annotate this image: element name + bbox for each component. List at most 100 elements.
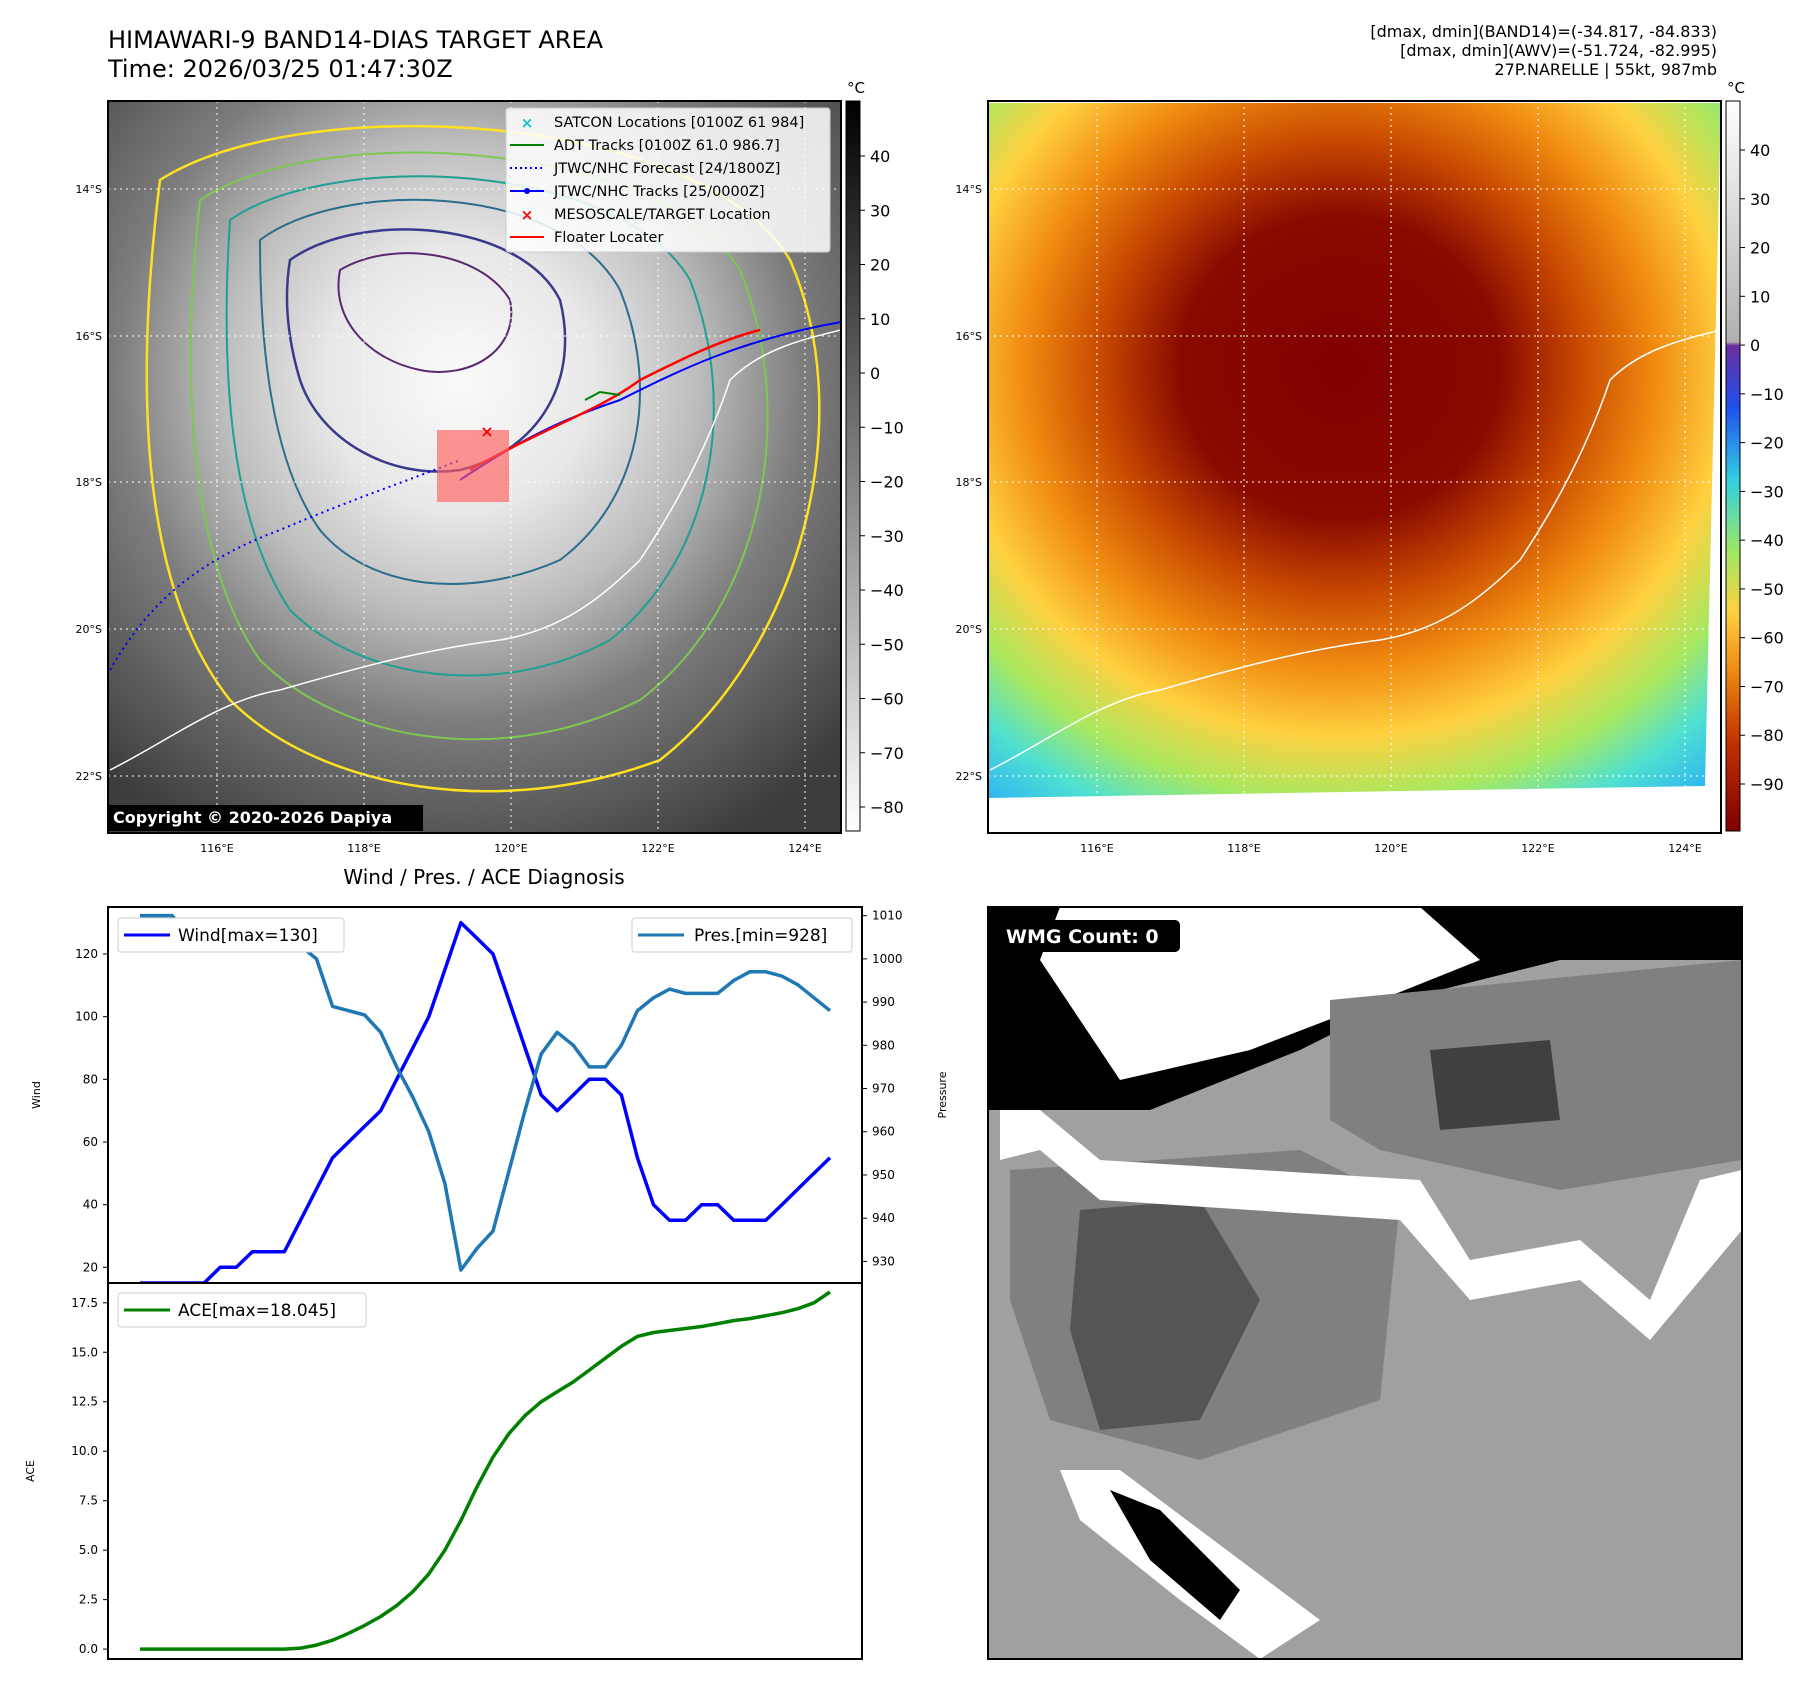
colorbar-tick-label: −80 [1750, 726, 1784, 745]
colorbar-tick-label: −70 [870, 744, 904, 763]
y-tick-right-label: 960 [872, 1125, 895, 1139]
target-area-box [437, 430, 509, 502]
y-tick-right-label: 950 [872, 1168, 895, 1182]
y-tick-right-label: 940 [872, 1211, 895, 1225]
storm-tracks: × [109, 321, 841, 671]
lat-label: 22°S [76, 770, 102, 783]
colorbar-tick-label: 40 [870, 147, 890, 166]
pressure-legend-box [631, 917, 853, 953]
colorbar-tick-label: 10 [1750, 287, 1770, 306]
awv-colorbar-ticks: 40 30 20 10 0 −10 −20 −30 −40 −50 −60 −70 −80 −90 [1740, 141, 1784, 794]
lon-label: 120°E [1374, 842, 1407, 855]
colorbar-tick-label: −60 [1750, 629, 1784, 648]
pressure-y-ticks: 930 940 950 960 970 980 990 1000 1010 [862, 909, 903, 1268]
colorbar-tick-label: 20 [870, 256, 890, 275]
colorbar-tick-label: 20 [1750, 239, 1770, 258]
lon-label: 122°E [1521, 842, 1554, 855]
figure-title: HIMAWARI-9 BAND14-DIAS TARGET AREA Time:… [108, 26, 604, 83]
colorbar-tick-label: 40 [1750, 141, 1770, 160]
storm-info: [dmax, dmin](BAND14)=(-34.817, -84.833) … [1370, 22, 1717, 79]
awv-colorbar [1725, 100, 1741, 832]
pressure-legend: Pres.[min=928] [631, 917, 853, 953]
ace-legend: ACE[max=18.045] [117, 1292, 367, 1328]
y-tick-right-label: 1010 [872, 909, 903, 923]
colorbar-tick-label: −30 [1750, 482, 1784, 501]
awv-colorbar-unit: °C [1727, 79, 1745, 97]
copyright-bg [108, 805, 423, 831]
legend-marker: × [521, 206, 534, 224]
wind-y-ticks: 20 40 60 80 100 120 [75, 947, 108, 1274]
lat-label: 16°S [76, 330, 102, 343]
ir-lon-labels: 116°E 118°E 120°E 122°E 124°E [200, 842, 821, 855]
y-tick-label: 12.5 [71, 1395, 98, 1409]
y-tick-label: 100 [75, 1010, 98, 1024]
lon-label: 116°E [1080, 842, 1113, 855]
ir-map-frame [107, 100, 842, 834]
y-tick-label: 120 [75, 947, 98, 961]
y-tick-right-label: 930 [872, 1254, 895, 1268]
lat-label: 22°S [956, 770, 982, 783]
wind-legend: Wind[max=130] [117, 917, 345, 953]
colorbar-tick-label: 30 [870, 201, 890, 220]
ace-axis-label: ACE [24, 1460, 37, 1482]
lon-label: 122°E [641, 842, 674, 855]
pressure-axis-label: Pressure [936, 1071, 949, 1118]
wind-legend-label: Wind[max=130] [178, 926, 318, 946]
ir-colorbar-unit: °C [847, 79, 865, 97]
lat-label: 18°S [956, 476, 982, 489]
ace-series [140, 1290, 831, 1651]
colorbar-tick-label: −10 [1750, 385, 1784, 404]
awv-map-panel: °C 403020100−10−20−30−40−50−60−70−80−90 … [956, 79, 1784, 855]
colorbar-tick-label: −40 [1750, 531, 1784, 550]
forecast-track [109, 459, 461, 671]
y-tick-label: 0.0 [79, 1642, 98, 1656]
colorbar-tick-label: −20 [870, 473, 904, 492]
legend-label: Floater Locater [554, 230, 663, 246]
lat-label: 16°S [956, 330, 982, 343]
ir-colorbar [845, 100, 861, 832]
y-tick-right-label: 980 [872, 1038, 895, 1052]
y-tick-label: 15.0 [71, 1345, 98, 1359]
colorbar-tick-label: −40 [870, 581, 904, 600]
map-legend: × SATCON Locations [0100Z 61 984] ADT Trac… [505, 107, 831, 253]
wmg-white-band [1000, 1110, 1742, 1340]
y-tick-right-label: 990 [872, 995, 895, 1009]
lat-label: 14°S [76, 183, 102, 196]
series-line [140, 920, 832, 1285]
colorbar-tick-label: −10 [870, 418, 904, 437]
lon-label: 118°E [1227, 842, 1260, 855]
lon-label: 124°E [1668, 842, 1701, 855]
awv-map-frame [987, 100, 1722, 834]
legend-label: ADT Tracks [0100Z 61.0 986.7] [554, 138, 780, 154]
colorbar-tick-label: 0 [870, 364, 880, 383]
y-tick-label: 5.0 [79, 1543, 98, 1557]
lat-label: 20°S [76, 623, 102, 636]
wmg-dark-region-2 [1070, 1200, 1260, 1430]
awv-lat-labels: 14°S 16°S 18°S 20°S 22°S [956, 183, 982, 783]
diagnosis-title: Wind / Pres. / ACE Diagnosis [343, 865, 624, 889]
ace-legend-label: ACE[max=18.045] [178, 1301, 336, 1321]
y-tick-right-label: 970 [872, 1082, 895, 1096]
colorbar-tick-label: −80 [870, 798, 904, 817]
legend-marker-dot [524, 188, 530, 194]
wmg-dark-region [1430, 1040, 1560, 1130]
ir-lat-labels: 14°S 16°S 18°S 20°S 22°S [76, 183, 102, 783]
colorbar-tick-label: 30 [1750, 190, 1770, 209]
wmg-panel: WMG Count: 0 [987, 906, 1743, 1660]
wind-pressure-chart: Wind / Pres. / ACE Diagnosis Wind Pressu… [30, 865, 949, 1285]
lon-label: 120°E [494, 842, 527, 855]
legend-label: JTWC/NHC Tracks [25/0000Z] [553, 184, 765, 200]
y-tick-label: 40 [83, 1198, 98, 1212]
ir-coastline [109, 329, 841, 771]
colorbar-tick-label: −50 [1750, 580, 1784, 599]
pressure-legend-label: Pres.[min=928] [694, 926, 827, 946]
lat-label: 20°S [956, 623, 982, 636]
awv-grid [988, 101, 1721, 833]
lon-label: 116°E [200, 842, 233, 855]
wmg-frame [987, 906, 1743, 1660]
y-tick-label: 60 [83, 1135, 98, 1149]
y-tick-label: 10.0 [71, 1444, 98, 1458]
legend-marker: × [521, 114, 534, 132]
legend-label: MESOSCALE/TARGET Location [554, 207, 771, 223]
